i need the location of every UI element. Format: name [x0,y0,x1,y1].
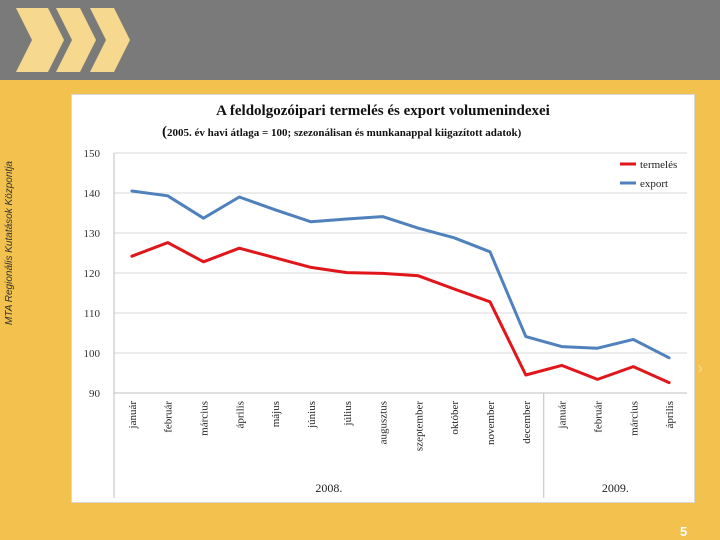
x-tick-label: június [306,401,318,429]
x-tick-label: október [449,401,461,435]
legend-label: termelés [640,159,677,171]
x-tick-label: július [342,401,354,426]
y-tick-label: 90 [89,388,101,400]
institute-logo [16,8,130,72]
side-caption: MTA Regionális Kutatások Központja [4,161,15,325]
left-band [0,80,20,540]
chart-subtitle-paren: ( [162,124,167,140]
x-tick-label: január [127,401,139,430]
x-tick-label: szeptember [413,401,425,451]
series-line-export [130,189,671,360]
y-tick-label: 120 [84,268,101,280]
x-tick-label: január [557,401,569,430]
logo-chevron-3 [90,8,130,72]
y-tick-label: 130 [84,228,101,240]
page-number: 5 [680,524,688,539]
y-tick-label: 100 [84,348,101,360]
y-tick-label: 150 [84,148,101,160]
y-tick-label: 140 [84,188,101,200]
x-tick-label: május [270,401,282,427]
x-tick-label: február [163,401,175,433]
x-tick-label: augusztus [378,401,390,444]
chart-panel: A feldolgozóipari termelés és export vol… [72,95,694,502]
decorative-chevron-icon: › [697,358,703,378]
x-tick-label: április [234,401,246,429]
x-tick-label: február [592,401,604,433]
x-tick-label: december [521,401,533,444]
series-line-termelés [130,241,671,385]
chart-title: A feldolgozóipari termelés és export vol… [216,103,550,119]
logo-chevron-2 [56,8,96,72]
x-tick-label: április [664,401,676,429]
year-group-label: 2009. [602,481,629,495]
x-tick-label: március [199,401,211,436]
chart-subtitle: (2005. év havi átlaga = 100; szezonálisa… [162,124,521,141]
logo-chevron-1 [16,8,64,72]
y-tick-label: 110 [84,308,101,320]
x-tick-label: november [485,401,497,445]
line-chart: 90 100 110 120 130 140 150 január február március… [84,148,687,498]
year-group-label: 2008. [315,481,342,495]
x-tick-label: március [628,401,640,436]
legend-label: export [640,178,668,190]
chart-subtitle-text: 2005. év havi átlaga = 100; szezonálisan… [167,127,522,139]
